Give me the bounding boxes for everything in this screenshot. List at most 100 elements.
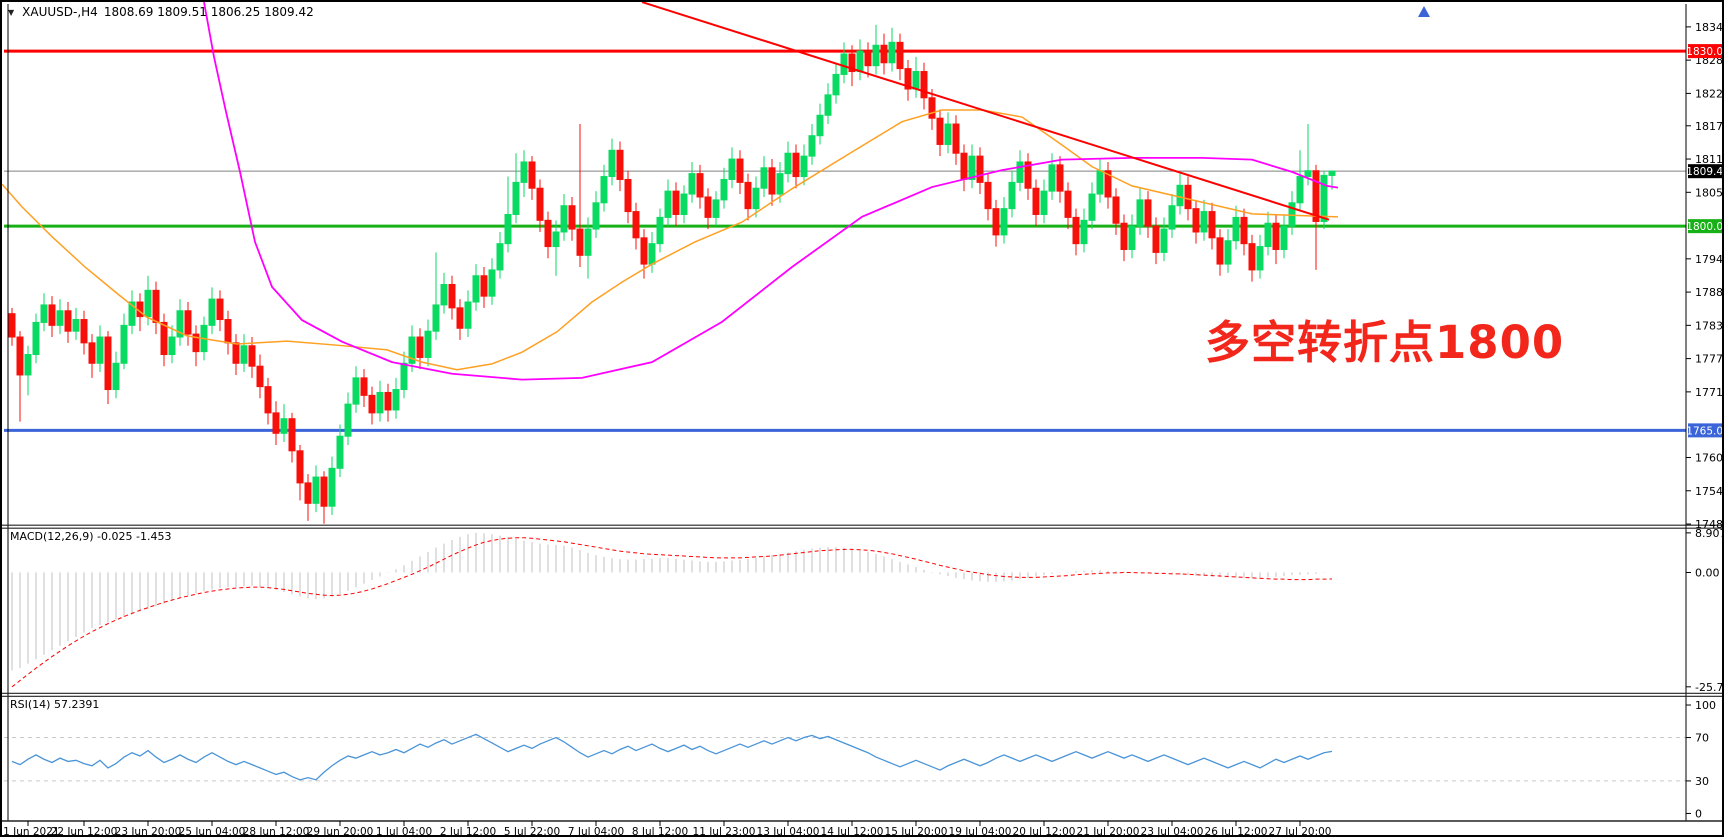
candle [392, 389, 400, 411]
candle [112, 362, 120, 391]
candle [704, 196, 712, 218]
price-axis-label: 1777.30 [1695, 353, 1724, 366]
price-badge-text: 1800.00 [1686, 221, 1724, 233]
price-axis-label: 1805.80 [1695, 186, 1724, 199]
candle [48, 304, 56, 326]
candle [608, 149, 616, 178]
time-axis-label: 22 Jun 12:00 [51, 826, 118, 837]
candle [1136, 199, 1144, 227]
candle [552, 231, 560, 248]
candle [976, 155, 984, 183]
candle [216, 298, 224, 321]
candle [280, 418, 288, 434]
candle [144, 289, 152, 318]
rsi-pane[interactable] [4, 733, 1686, 782]
macd-pane[interactable] [11, 532, 1333, 688]
candle [656, 216, 664, 245]
candle [904, 68, 912, 90]
candle [864, 50, 872, 67]
scroll-arrow-icon [1418, 6, 1430, 17]
time-axis-label: 27 Jul 20:00 [1269, 826, 1332, 837]
macd-axis-label: 8.907 [1695, 527, 1724, 540]
candle [1144, 199, 1152, 227]
candle [184, 310, 192, 335]
candle [344, 403, 352, 437]
candle [872, 44, 880, 67]
macd-axis-label: -25.708 [1695, 681, 1724, 694]
candle [64, 310, 72, 332]
candle [1104, 170, 1112, 198]
candle [1032, 187, 1040, 215]
rsi-axis-label: 70 [1695, 732, 1709, 745]
candle [56, 310, 64, 326]
rsi-line [11, 733, 1333, 781]
candle [840, 53, 848, 75]
candle [1160, 228, 1168, 253]
candle [224, 319, 232, 344]
candle [176, 310, 184, 338]
candle [568, 205, 576, 230]
candle [320, 476, 328, 507]
main-pane[interactable] [2, 2, 1686, 524]
candle [88, 342, 96, 364]
price-axis-label: 1788.70 [1695, 286, 1724, 299]
candle [128, 301, 136, 326]
ma-fast-line [2, 109, 1339, 371]
candle [544, 219, 552, 248]
price-axis[interactable]: 1834.151828.451822.751817.201811.501805.… [1686, 21, 1724, 821]
candle [1256, 246, 1264, 271]
candle [944, 123, 952, 145]
candle [800, 155, 808, 178]
candle [1128, 225, 1136, 250]
candle [920, 71, 928, 99]
candle [1112, 196, 1120, 224]
price-badge-text: 1765.00 [1686, 425, 1724, 437]
symbol-timeframe: XAUUSD-,H4 [22, 5, 98, 19]
chart-chrome [2, 4, 1722, 822]
candle [560, 205, 568, 233]
candle [488, 269, 496, 297]
candle [664, 190, 672, 218]
candle [408, 336, 416, 364]
price-axis-label: 1811.50 [1695, 153, 1724, 166]
candle [536, 187, 544, 221]
candle [776, 173, 784, 195]
candle [1024, 161, 1032, 189]
ohlc-readout: 1808.69 1809.51 1806.25 1809.42 [103, 5, 314, 19]
candle [1264, 222, 1272, 248]
price-axis-label: 1783.00 [1695, 319, 1724, 332]
symbol-dropdown-icon[interactable]: ▼ [8, 7, 15, 17]
time-axis-label: 29 Jun 20:00 [307, 826, 374, 837]
candle [616, 149, 624, 180]
rsi-axis-label: 100 [1695, 699, 1716, 712]
macd-indicator-label: MACD(12,26,9) -0.025 -1.453 [10, 530, 172, 543]
candle [1320, 174, 1328, 222]
price-axis-label: 1760.35 [1695, 452, 1724, 465]
candle [24, 354, 32, 376]
candle [8, 313, 16, 338]
candle [480, 275, 488, 297]
candle [120, 324, 128, 364]
candle [104, 336, 112, 391]
candle [832, 73, 840, 96]
candle [896, 41, 904, 70]
candle [432, 304, 440, 332]
descending-trendline [641, 2, 1330, 221]
price-axis-label: 1822.75 [1695, 87, 1724, 100]
candle [1240, 216, 1248, 245]
candle [1000, 208, 1008, 236]
candle [1088, 193, 1096, 221]
candle [384, 391, 392, 411]
candle [600, 176, 608, 204]
chart-text-annotation[interactable]: 多空转折点1800 [1205, 316, 1565, 369]
candle [80, 319, 88, 344]
candle [640, 237, 648, 265]
candle [248, 345, 256, 367]
candle [968, 155, 976, 180]
time-axis-label: 13 Jul 04:00 [757, 826, 820, 837]
candle [336, 435, 344, 469]
candle [32, 321, 40, 356]
candle [816, 114, 824, 137]
